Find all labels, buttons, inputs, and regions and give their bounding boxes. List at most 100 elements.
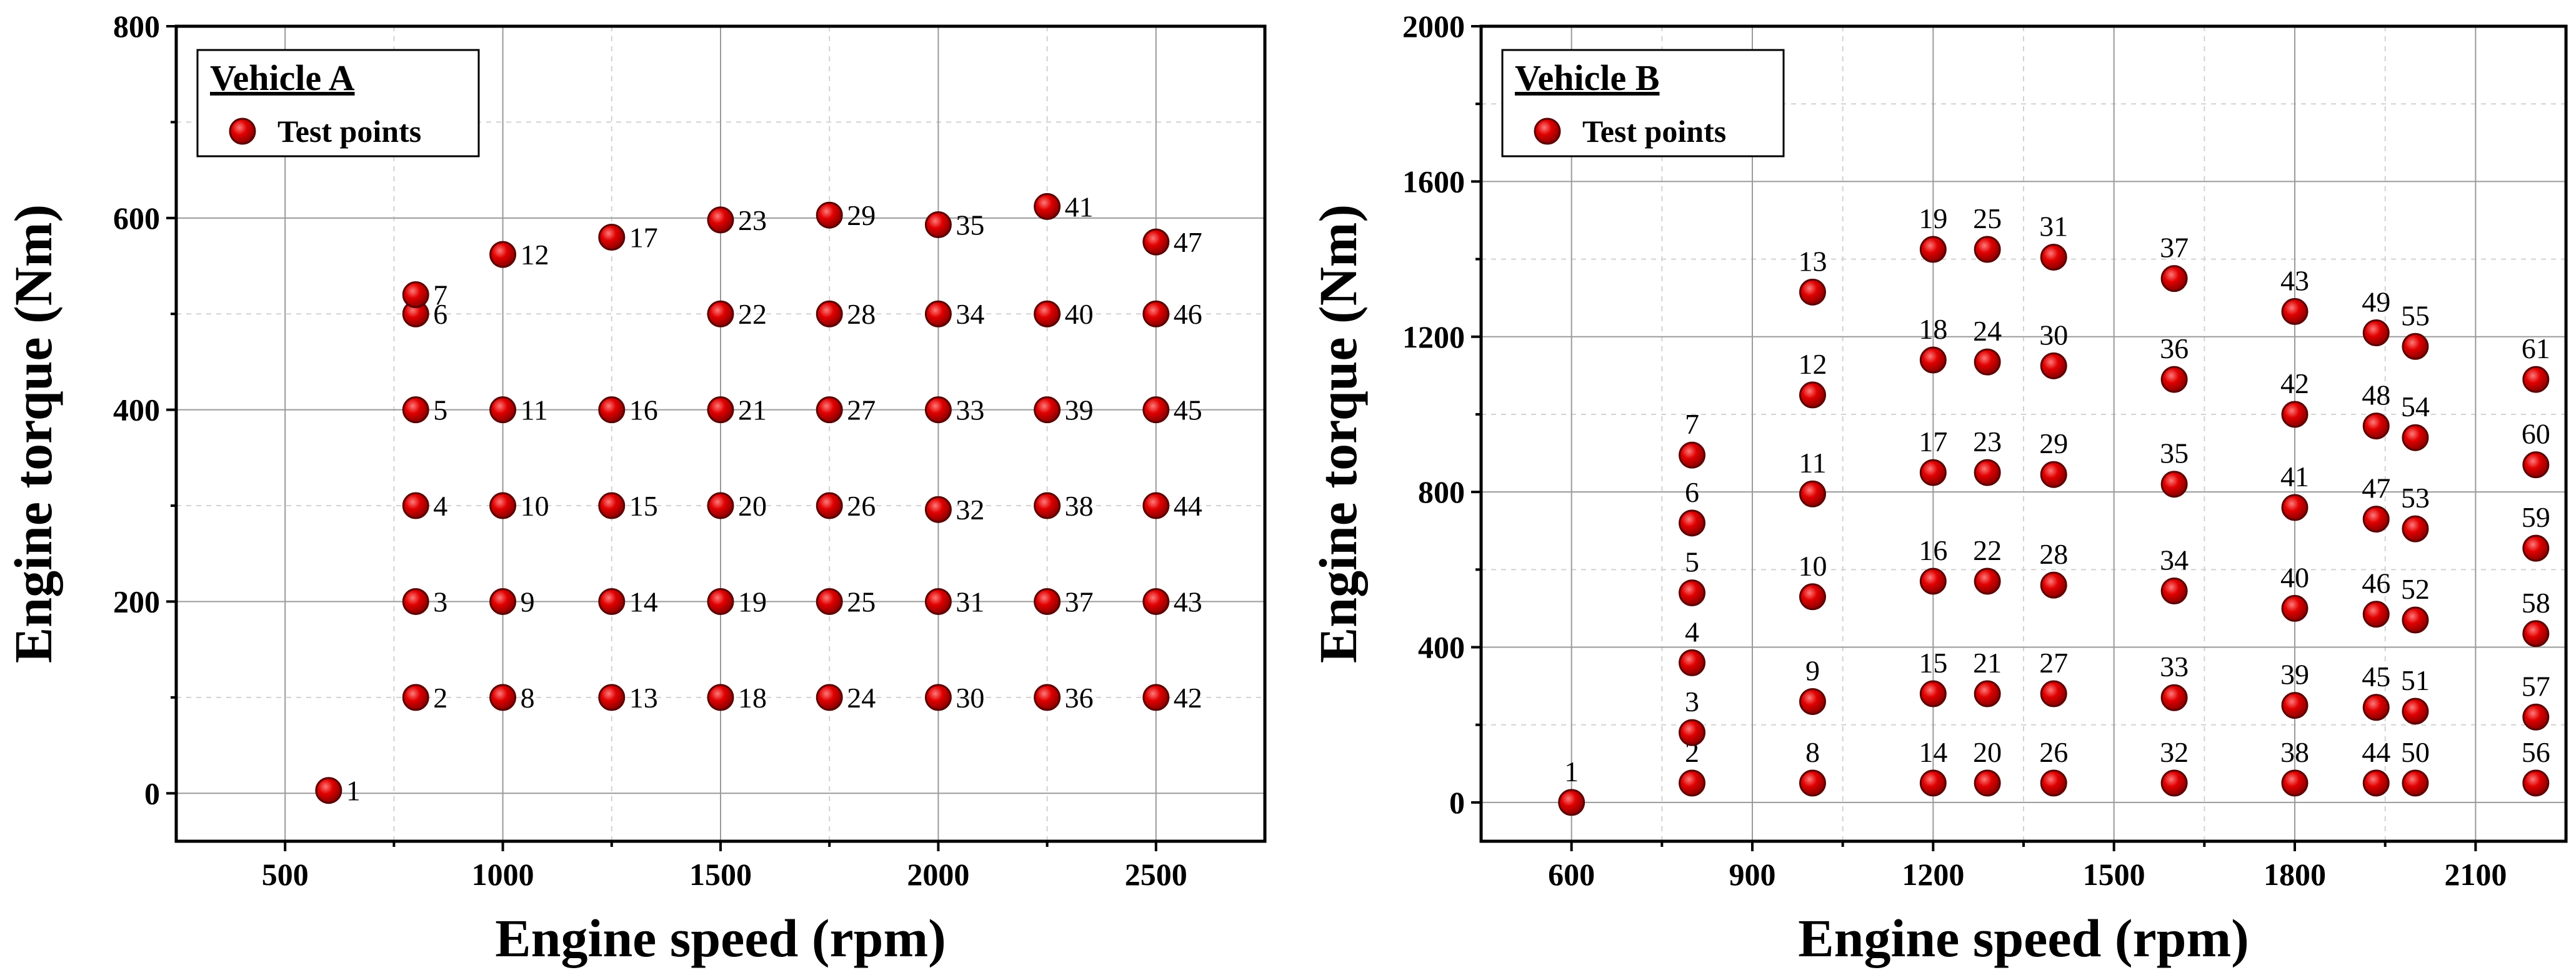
vehicle-b-y-tick-label: 1200 [1402, 319, 1465, 354]
vehicle-b-test-point [1679, 509, 1706, 537]
vehicle-b-test-point [1974, 348, 2001, 376]
vehicle-a-point-label: 11 [521, 394, 548, 426]
vehicle-a-test-point [816, 396, 843, 424]
vehicle-b-point-label: 17 [1919, 426, 1947, 458]
vehicle-a-test-point [924, 588, 952, 615]
vehicle-b-point-label: 54 [2401, 391, 2430, 422]
vehicle-a-test-point [707, 206, 734, 234]
vehicle-b-legend: Vehicle B Test points [1501, 49, 1785, 158]
vehicle-a-marks: 1234567891011121314151617181920212223242… [315, 191, 1202, 807]
vehicle-b-test-point [1799, 769, 1826, 797]
vehicle-b-y-tick-label: 1600 [1402, 164, 1465, 199]
vehicle-b-point-label: 20 [1973, 736, 2002, 768]
vehicle-a-point-label: 29 [847, 199, 876, 231]
vehicle-a-point-label: 45 [1174, 394, 1202, 426]
vehicle-a-test-point [1142, 684, 1170, 711]
vehicle-b-test-point [2362, 506, 2390, 533]
vehicle-b-point-label: 7 [1685, 408, 1699, 440]
vehicle-b-test-point [1679, 719, 1706, 746]
vehicle-a-point-label: 14 [629, 586, 658, 618]
vehicle-b-x-axis-title: Engine speed (rpm) [1798, 908, 2249, 968]
vehicle-a-y-tick-label: 600 [113, 201, 160, 236]
vehicle-b-test-point [2160, 769, 2188, 797]
vehicle-b-test-point [2522, 620, 2550, 648]
vehicle-b-test-point [2362, 694, 2390, 721]
vehicle-b-test-point [2160, 471, 2188, 498]
vehicle-b-test-point [2040, 243, 2067, 271]
vehicle-b-point-label: 50 [2401, 736, 2430, 768]
vehicle-a-ticks: 500 1000 1500 2000 2500 0 200 400 600 800 [113, 9, 1187, 892]
vehicle-a-point-label: 38 [1065, 490, 1094, 522]
vehicle-a-test-point [1142, 492, 1170, 519]
vehicle-a-test-point [707, 492, 734, 519]
vehicle-b-test-point [2402, 606, 2429, 634]
vehicle-a-test-point [924, 211, 952, 239]
vehicle-b-point-label: 34 [2160, 544, 2189, 576]
vehicle-a-point-label: 34 [956, 298, 984, 330]
vehicle-b-y-tick-label: 2000 [1402, 9, 1465, 44]
vehicle-a-point-label: 31 [956, 586, 984, 618]
vehicle-b-point-label: 5 [1685, 546, 1699, 578]
vehicle-b-point-label: 27 [2039, 647, 2068, 679]
vehicle-a-x-tick-label: 2000 [907, 857, 969, 892]
vehicle-b-test-point [1919, 680, 1947, 708]
vehicle-b-x-tick-label: 900 [1729, 857, 1776, 892]
vehicle-b-test-point [2160, 684, 2188, 711]
vehicle-b-point-label: 48 [2362, 379, 2390, 411]
vehicle-b-ticks: 600 900 1200 1500 1800 2100 0 400 800 1200 1600 200… [1402, 9, 2507, 892]
vehicle-a-point-label: 1 [346, 775, 361, 807]
vehicle-b-test-point [2281, 594, 2309, 622]
vehicle-b-point-label: 18 [1919, 313, 1947, 345]
vehicle-a-test-point [1034, 588, 1061, 615]
vehicle-b-test-point [1974, 236, 2001, 263]
vehicle-b-x-tick-label: 600 [1548, 857, 1595, 892]
vehicle-b-x-tick-label: 1500 [2083, 857, 2145, 892]
vehicle-b-point-label: 14 [1919, 736, 1947, 768]
vehicle-a-legend-box [196, 49, 480, 158]
vehicle-a-point-label: 44 [1174, 490, 1202, 522]
vehicle-a-point-label: 7 [433, 279, 447, 311]
vehicle-b-test-point [1679, 441, 1706, 469]
vehicle-b-legend-marker [1534, 118, 1561, 145]
vehicle-b-point-label: 39 [2280, 659, 2309, 691]
vehicle-b-point-label: 30 [2039, 319, 2068, 351]
vehicle-b-test-point [2160, 265, 2188, 292]
vehicle-b-point-label: 15 [1919, 647, 1947, 679]
vehicle-a-y-tick-label: 400 [113, 392, 160, 428]
vehicle-a-y-tick-label: 0 [144, 776, 160, 811]
vehicle-a-test-point [489, 684, 517, 711]
vehicle-a-test-point [1034, 396, 1061, 424]
vehicle-a-test-point [315, 777, 342, 804]
vehicle-b-test-point [2522, 703, 2550, 731]
vehicle-a-test-point [1142, 588, 1170, 615]
vehicle-a-point-label: 47 [1174, 226, 1202, 258]
vehicle-b-test-point [1679, 649, 1706, 676]
vehicle-b-point-label: 44 [2362, 736, 2390, 768]
vehicle-b-point-label: 26 [2039, 736, 2068, 768]
vehicle-a-legend-entry: Test points [277, 114, 421, 149]
vehicle-a-panel: 1234567891011121314151617181920212223242… [3, 9, 1267, 968]
vehicle-a-legend-title: Vehicle A [210, 58, 355, 98]
vehicle-b-test-point [1974, 568, 2001, 595]
vehicle-b-point-label: 24 [1973, 315, 2002, 347]
vehicle-a-test-point [598, 588, 626, 615]
vehicle-a-point-label: 2 [433, 682, 447, 714]
vehicle-b-test-point [2522, 769, 2550, 797]
vehicle-b-point-label: 40 [2280, 561, 2309, 593]
vehicle-a-point-label: 15 [629, 490, 658, 522]
vehicle-a-point-label: 21 [738, 394, 767, 426]
vehicle-a-test-point [402, 492, 429, 519]
vehicle-a-point-label: 33 [956, 394, 984, 426]
vehicle-b-point-label: 23 [1973, 426, 2002, 458]
vehicle-b-test-point [1799, 381, 1826, 409]
vehicle-a-point-label: 5 [433, 394, 447, 426]
vehicle-b-test-point [2281, 401, 2309, 428]
vehicle-a-test-point [816, 684, 843, 711]
vehicle-a-test-point [707, 684, 734, 711]
vehicle-a-point-label: 19 [738, 586, 767, 618]
vehicle-a-test-point [1142, 396, 1170, 424]
vehicle-b-test-point [2040, 461, 2067, 488]
vehicle-b-point-label: 52 [2401, 573, 2430, 605]
vehicle-b-test-point [2522, 534, 2550, 562]
vehicle-b-point-label: 33 [2160, 651, 2189, 682]
